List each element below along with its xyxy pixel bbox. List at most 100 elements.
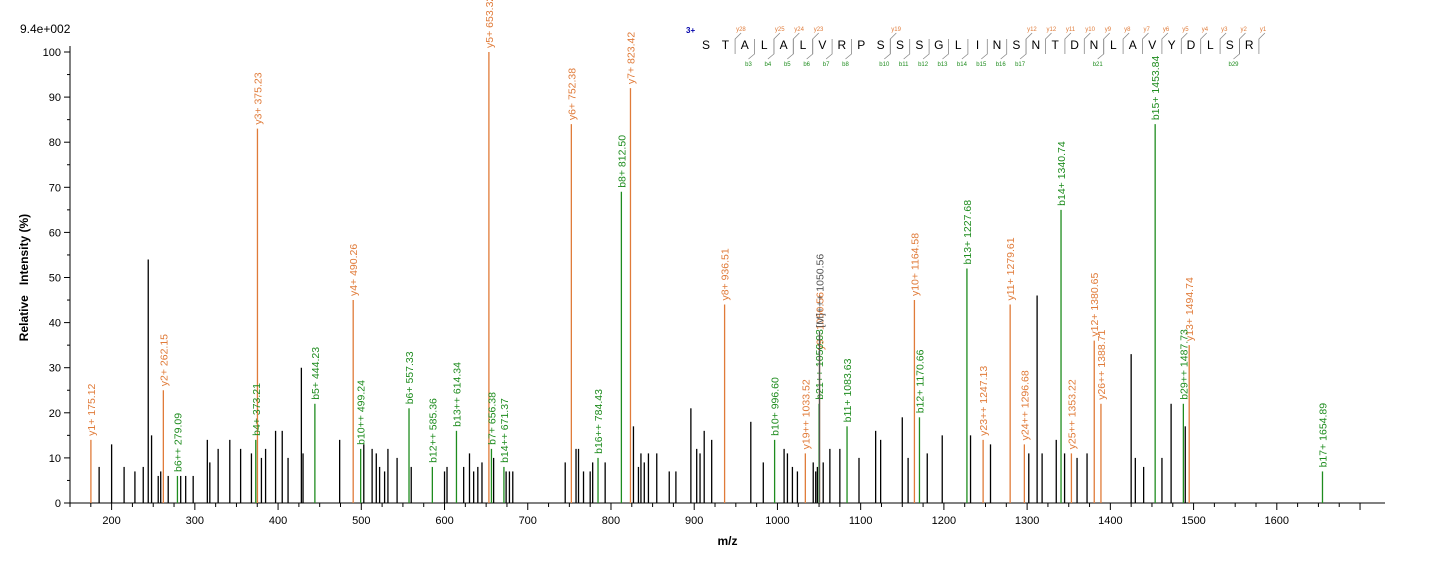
peak-label: b10+ 996.60: [770, 377, 782, 436]
peak-label: y9+ 1050.56: [815, 292, 827, 350]
peak-label: y26++ 1388.71: [1096, 330, 1108, 400]
x-axis-title: m/z: [717, 534, 737, 548]
x-tick-label: 1500: [1181, 515, 1205, 527]
x-tick-label: 1000: [765, 515, 789, 527]
y-fragment-label: y5: [1182, 27, 1189, 33]
b-fragment-mark: [806, 39, 814, 60]
b-fragment-mark: [884, 39, 891, 60]
b-fragment-mark: [922, 39, 930, 60]
x-tick-label: 1100: [849, 515, 873, 527]
peak-label: b7+ 656.38: [486, 392, 498, 445]
peak-label: y8+ 936.51: [720, 248, 732, 300]
y-fragment-mark: [1142, 32, 1149, 54]
y-fragment-mark: [1219, 32, 1227, 54]
b-fragment-mark: [825, 39, 833, 60]
peak-label: b6+ 557.33: [404, 351, 416, 404]
b-fragment-mark: [961, 39, 969, 60]
x-tick-label: 600: [435, 515, 453, 527]
residue: V: [818, 38, 826, 52]
peak-label: b15+ 1453.84: [1150, 55, 1162, 120]
residue: R: [837, 38, 846, 52]
y-fragment-mark: [1161, 32, 1169, 54]
residue: T: [722, 38, 730, 52]
peak-label: y11+ 1279.61: [1005, 237, 1017, 300]
residue: S: [877, 38, 885, 52]
b-fragment-label: b8: [842, 62, 849, 68]
y-fragment-mark: [1045, 32, 1052, 54]
residue: L: [955, 38, 962, 52]
y-tick-label: 50: [49, 273, 61, 285]
peak-label: b14+ 1340.74: [1056, 141, 1068, 206]
x-tick-label: 900: [685, 515, 703, 527]
peak-label: b11+ 1083.63: [842, 358, 854, 422]
x-tick-label: 1400: [1098, 515, 1122, 527]
b-fragment-label: b15: [976, 62, 987, 68]
peak-label: y10+ 1164.58: [909, 233, 921, 296]
residue: N: [1031, 38, 1040, 52]
peak-label: y25++ 1353.22: [1066, 379, 1078, 449]
residue: A: [780, 38, 788, 52]
peak-label: b14++ 671.37: [499, 398, 511, 463]
x-tick-label: 800: [602, 515, 620, 527]
b-fragment-mark: [767, 39, 775, 60]
b-fragment-label: b5: [784, 62, 791, 68]
peak-label: y3+ 375.23: [252, 72, 264, 124]
b-fragment-label: b6: [803, 62, 810, 68]
y-tick-label: 80: [49, 137, 61, 149]
peak-label: y4+ 490.26: [348, 244, 360, 296]
residue: A: [741, 38, 749, 52]
peak-label: b17+ 1654.89: [1317, 403, 1329, 468]
residue: S: [915, 38, 923, 52]
y-fragment-label: y6: [1163, 27, 1170, 33]
y-fragment-label: y24: [794, 27, 804, 33]
b-fragment-label: b10: [879, 62, 890, 68]
peak-label: y12+ 1380.65: [1089, 273, 1101, 337]
residue: S: [702, 38, 710, 52]
residue: L: [761, 38, 768, 52]
x-tick-label: 200: [102, 515, 120, 527]
b-fragment-label: b4: [765, 62, 772, 68]
b-fragment-mark: [1097, 39, 1105, 60]
peak-label: b12++ 585.36: [427, 398, 439, 463]
y-fragment-mark: [734, 32, 742, 54]
peak-label: b8+ 812.50: [616, 135, 628, 188]
b-fragment-mark: [942, 39, 949, 60]
b-fragment-label: b14: [957, 62, 968, 68]
y-tick-label: 90: [49, 92, 61, 104]
peak-label: y7+ 823.42: [625, 32, 637, 84]
b-fragment-mark: [787, 39, 794, 60]
b-fragment-label: b11: [899, 62, 909, 68]
x-tick-label: 300: [186, 515, 204, 527]
peak-label: y2+ 262.15: [158, 334, 170, 386]
peak-label: [M]+++ 1050.56: [815, 254, 827, 328]
y-fragment-label: y3: [1221, 27, 1228, 33]
y-fragment-label: y12: [1027, 27, 1037, 33]
residue: A: [1129, 38, 1137, 52]
residue: V: [1148, 38, 1156, 52]
b-fragment-mark: [1233, 39, 1240, 60]
residue: N: [1090, 38, 1099, 52]
peak-label: b29++ 1487.73: [1178, 329, 1190, 400]
peak-label: y5+ 653.32: [484, 0, 496, 48]
peak-label: y19++ 1033.52: [800, 379, 812, 449]
peak-label: y13+ 1494.74: [1184, 277, 1196, 341]
y-fragment-label: y23: [814, 27, 824, 33]
y-axis-title: Relative Intensity (%): [17, 214, 31, 341]
b-fragment-mark: [748, 39, 755, 60]
peak-label: b16++ 784.43: [593, 389, 605, 454]
y-tick-label: 30: [49, 363, 61, 375]
x-tick-label: 1600: [1265, 515, 1289, 527]
x-tick-label: 1300: [1015, 515, 1039, 527]
residue: L: [1207, 38, 1214, 52]
y-fragment-mark: [792, 32, 800, 54]
residue: D: [1070, 38, 1079, 52]
y-fragment-label: y10: [1085, 27, 1095, 33]
y-fragment-label: y8: [1124, 27, 1131, 33]
residue: S: [1012, 38, 1020, 52]
residue: N: [993, 38, 1002, 52]
y-tick-label: 40: [49, 318, 61, 330]
b-fragment-label: b3: [745, 62, 752, 68]
b-fragment-label: b21: [1093, 62, 1104, 68]
b-fragment-mark: [903, 39, 911, 60]
